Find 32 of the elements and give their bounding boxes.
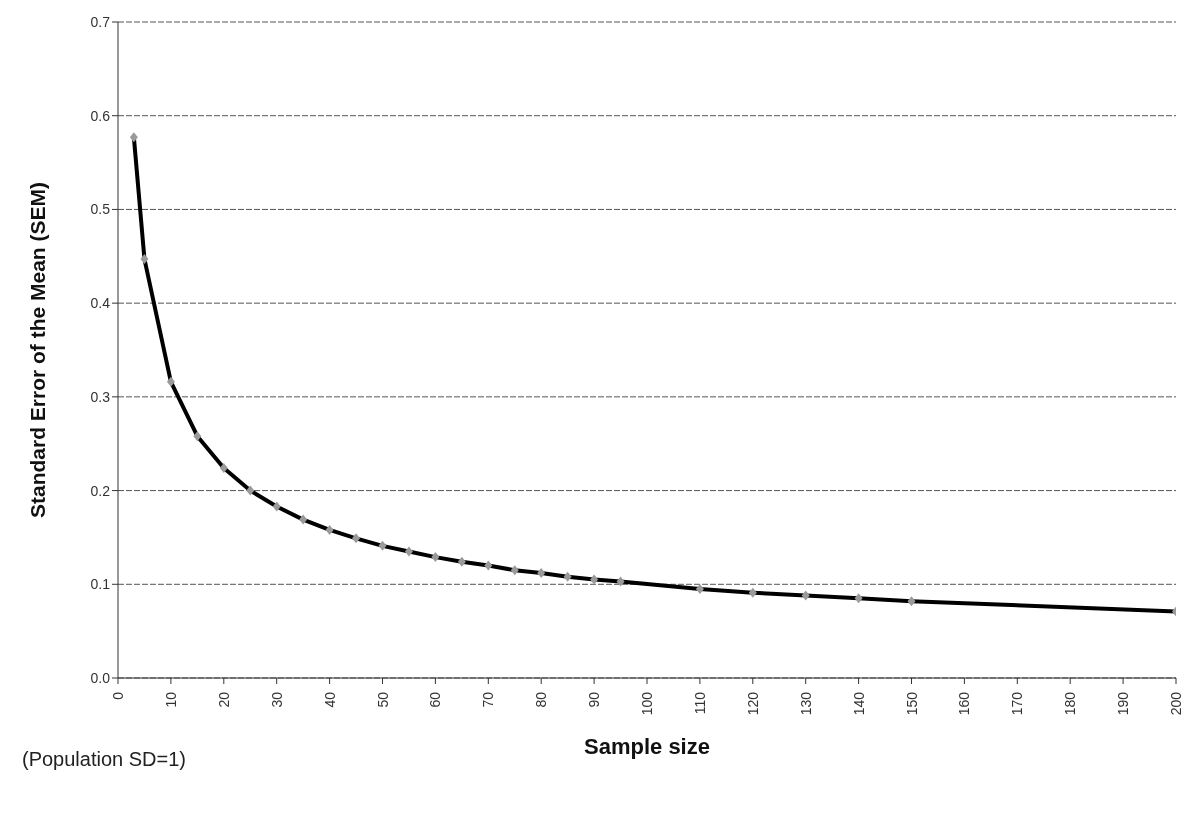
x-tick-label: 40 [321, 691, 338, 708]
x-tick-label: 160 [956, 691, 973, 716]
x-tick-label: 180 [1062, 691, 1079, 716]
y-tick-label: 0.2 [90, 482, 111, 499]
y-tick-label: 0.7 [90, 13, 111, 30]
x-axis-title: Sample size [584, 734, 710, 759]
y-tick-label: 0.3 [90, 388, 111, 405]
y-tick-label: 0.0 [90, 669, 111, 686]
y-tick-label: 0.5 [90, 201, 111, 218]
y-axis-title: Standard Error of the Mean (SEM) [26, 181, 50, 519]
x-tick-label: 100 [639, 691, 655, 716]
y-tick-label: 0.4 [90, 295, 111, 312]
x-tick-label: 140 [850, 691, 867, 716]
y-tick-label: 0.1 [90, 576, 111, 593]
x-tick-label: 150 [903, 691, 920, 716]
x-tick-label: 170 [1009, 691, 1026, 716]
x-tick-label: 120 [744, 691, 761, 716]
x-tick-label: 190 [1115, 691, 1132, 716]
x-tick-label: 90 [586, 691, 603, 708]
x-tick-label: 10 [162, 691, 179, 708]
x-tick-label: 80 [533, 691, 550, 708]
x-tick-label: 60 [427, 691, 444, 708]
x-tick-label: 110 [691, 691, 708, 715]
x-tick-label: 70 [480, 691, 497, 708]
y-tick-label: 0.6 [90, 107, 111, 124]
x-tick-label: 20 [215, 691, 232, 708]
x-tick-label: 0 [110, 691, 126, 700]
text: (Population SD=1) [22, 748, 186, 771]
x-tick-label: 130 [797, 691, 814, 716]
x-tick-label: 50 [374, 691, 391, 708]
x-tick-label: 200 [1168, 691, 1184, 716]
x-tick-label: 30 [268, 691, 285, 708]
